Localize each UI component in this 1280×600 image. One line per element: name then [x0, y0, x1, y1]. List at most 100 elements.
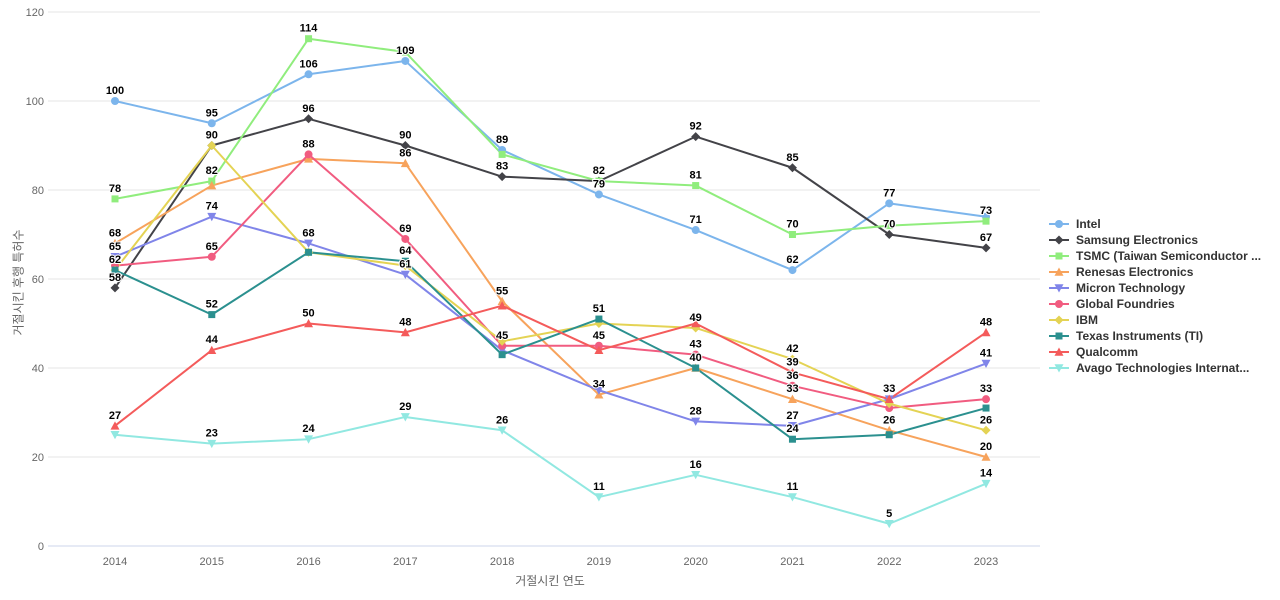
data-point-ibm-2023[interactable] — [981, 425, 991, 435]
data-point-qualcomm-2014[interactable] — [110, 421, 120, 430]
data-point-global-foundries-2020[interactable] — [691, 350, 700, 359]
ibm-legend-symbol[interactable] — [1054, 315, 1064, 324]
data-point-tsmc-taiwan-semiconductor-2022[interactable] — [885, 222, 893, 230]
data-point-avago-technologies-internat-2018[interactable] — [497, 426, 507, 435]
renesas-electronics-legend-symbol[interactable] — [1054, 267, 1064, 276]
tsmc-taiwan-semiconductor-legend-symbol[interactable] — [1055, 252, 1063, 259]
data-point-global-foundries-2015[interactable] — [207, 252, 216, 261]
legend-item-global-foundries[interactable]: Global Foundries — [1048, 297, 1261, 311]
data-point-avago-technologies-internat-2020[interactable] — [691, 471, 701, 480]
data-point-intel-2021[interactable] — [788, 266, 797, 275]
data-point-micron-technology-2020[interactable] — [691, 417, 701, 426]
data-point-texas-instruments-ti-2014[interactable] — [111, 266, 119, 274]
data-point-qualcomm-2020[interactable] — [691, 319, 701, 328]
data-point-intel-2014[interactable] — [111, 97, 119, 105]
data-point-texas-instruments-ti-2016[interactable] — [305, 248, 313, 256]
data-point-tsmc-taiwan-semiconductor-2014[interactable] — [111, 195, 119, 203]
data-point-micron-technology-2021[interactable] — [787, 422, 797, 431]
legend-item-intel[interactable]: Intel — [1048, 217, 1261, 231]
legend-item-ibm[interactable]: IBM — [1048, 313, 1261, 327]
data-point-intel-2022[interactable] — [885, 199, 894, 208]
data-point-qualcomm-2016[interactable] — [304, 319, 314, 328]
micron-technology-legend-symbol[interactable] — [1054, 283, 1064, 292]
data-point-renesas-electronics-2018[interactable] — [497, 296, 507, 306]
data-point-intel-2015[interactable] — [207, 119, 216, 128]
data-point-renesas-electronics-2017[interactable] — [400, 158, 410, 168]
data-point-samsung-electronics-2022[interactable] — [884, 230, 894, 239]
data-point-texas-instruments-ti-2019[interactable] — [595, 315, 603, 323]
legend-item-micron-technology[interactable]: Micron Technology — [1048, 281, 1261, 295]
data-point-ibm-2018[interactable] — [497, 336, 507, 346]
data-point-global-foundries-2016[interactable] — [304, 150, 313, 159]
data-point-avago-technologies-internat-2022[interactable] — [884, 519, 894, 529]
data-point-texas-instruments-ti-2017[interactable] — [401, 257, 409, 265]
data-point-renesas-electronics-2023[interactable] — [981, 452, 991, 461]
data-point-tsmc-taiwan-semiconductor-2016[interactable] — [305, 35, 313, 43]
data-point-texas-instruments-ti-2023[interactable] — [982, 404, 990, 412]
data-point-intel-2019[interactable] — [594, 190, 603, 199]
data-point-ibm-2021[interactable] — [787, 354, 797, 364]
data-point-tsmc-taiwan-semiconductor-2023[interactable] — [982, 217, 990, 225]
data-point-global-foundries-2017[interactable] — [401, 234, 410, 243]
data-point-tsmc-taiwan-semiconductor-2018[interactable] — [498, 150, 506, 158]
legend-item-texas-instruments-ti[interactable]: Texas Instruments (TI) — [1048, 329, 1261, 343]
data-point-micron-technology-2015[interactable] — [207, 212, 217, 222]
texas-instruments-ti-legend-symbol[interactable] — [1055, 332, 1063, 339]
avago-technologies-internat-legend-symbol[interactable] — [1054, 363, 1064, 372]
data-point-qualcomm-2019[interactable] — [594, 345, 604, 354]
data-point-qualcomm-2021[interactable] — [787, 367, 797, 377]
data-point-intel-2016[interactable] — [304, 70, 313, 79]
data-point-qualcomm-2017[interactable] — [400, 327, 410, 337]
data-point-qualcomm-2023[interactable] — [981, 327, 991, 337]
data-point-qualcomm-2022[interactable] — [884, 394, 894, 403]
data-point-avago-technologies-internat-2017[interactable] — [400, 413, 410, 422]
data-point-avago-technologies-internat-2016[interactable] — [304, 435, 314, 444]
data-point-texas-instruments-ti-2021[interactable] — [788, 435, 796, 443]
data-point-micron-technology-2016[interactable] — [304, 239, 314, 248]
data-point-tsmc-taiwan-semiconductor-2021[interactable] — [788, 231, 796, 238]
legend-item-qualcomm[interactable]: Qualcomm — [1048, 345, 1261, 359]
legend-item-renesas-electronics[interactable]: Renesas Electronics — [1048, 265, 1261, 279]
legend-item-samsung-electronics[interactable]: Samsung Electronics — [1048, 233, 1261, 247]
legend-item-tsmc-taiwan-semiconductor[interactable]: TSMC (Taiwan Semiconductor ... — [1048, 249, 1261, 263]
data-point-samsung-electronics-2016[interactable] — [304, 114, 314, 124]
data-point-micron-technology-2019[interactable] — [594, 386, 604, 395]
data-point-micron-technology-2023[interactable] — [981, 359, 991, 369]
data-point-intel-2017[interactable] — [401, 56, 410, 65]
data-point-micron-technology-2017[interactable] — [400, 270, 410, 280]
data-point-intel-2020[interactable] — [691, 226, 700, 235]
data-point-global-foundries-2023[interactable] — [982, 395, 991, 404]
samsung-electronics-legend-symbol[interactable] — [1054, 235, 1064, 244]
global-foundries-legend-symbol[interactable] — [1055, 299, 1063, 308]
data-point-samsung-electronics-2021[interactable] — [787, 163, 797, 173]
data-point-tsmc-taiwan-semiconductor-2017[interactable] — [401, 48, 409, 56]
data-point-avago-technologies-internat-2021[interactable] — [787, 493, 797, 502]
data-point-qualcomm-2015[interactable] — [207, 345, 217, 354]
data-point-ibm-2015[interactable] — [207, 141, 217, 150]
data-point-global-foundries-2021[interactable] — [788, 381, 797, 390]
data-point-texas-instruments-ti-2018[interactable] — [498, 351, 506, 359]
data-point-avago-technologies-internat-2023[interactable] — [981, 479, 991, 489]
legend-item-avago-technologies-internat[interactable]: Avago Technologies Internat... — [1048, 361, 1261, 375]
qualcomm-legend-symbol[interactable] — [1054, 347, 1064, 356]
data-point-micron-technology-2014[interactable] — [110, 252, 120, 262]
data-point-qualcomm-2018[interactable] — [497, 301, 507, 310]
data-point-samsung-electronics-2017[interactable] — [400, 141, 410, 150]
data-point-samsung-electronics-2020[interactable] — [691, 132, 701, 142]
data-point-renesas-electronics-2016[interactable] — [304, 154, 314, 163]
data-point-texas-instruments-ti-2022[interactable] — [885, 431, 893, 439]
intel-legend-symbol[interactable] — [1055, 219, 1063, 228]
data-point-samsung-electronics-2018[interactable] — [497, 172, 507, 182]
data-point-tsmc-taiwan-semiconductor-2019[interactable] — [595, 177, 603, 185]
data-point-samsung-electronics-2014[interactable] — [110, 283, 120, 293]
data-point-renesas-electronics-2014[interactable] — [110, 238, 120, 248]
data-point-avago-technologies-internat-2019[interactable] — [594, 493, 604, 502]
data-point-avago-technologies-internat-2014[interactable] — [110, 430, 120, 440]
data-point-texas-instruments-ti-2020[interactable] — [692, 364, 700, 372]
data-point-texas-instruments-ti-2015[interactable] — [208, 311, 216, 319]
data-point-avago-technologies-internat-2015[interactable] — [207, 439, 217, 449]
data-point-renesas-electronics-2021[interactable] — [787, 394, 797, 403]
data-point-renesas-electronics-2015[interactable] — [207, 181, 217, 190]
data-point-tsmc-taiwan-semiconductor-2020[interactable] — [692, 182, 700, 190]
data-point-samsung-electronics-2023[interactable] — [981, 243, 991, 253]
